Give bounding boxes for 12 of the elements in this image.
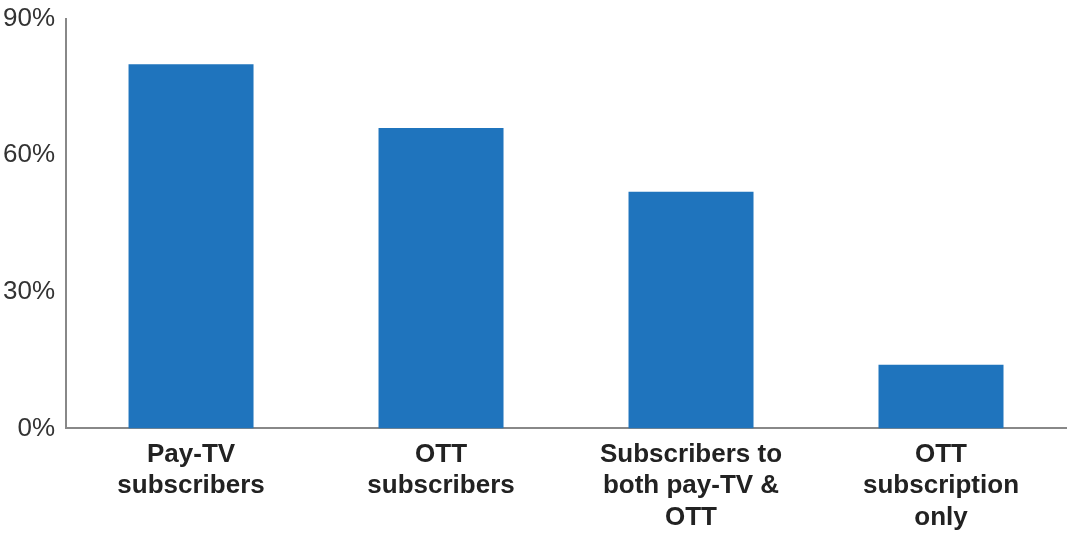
x-tick-label: OTT subscribers	[367, 438, 515, 500]
x-tick-label: Pay-TV subscribers	[117, 438, 265, 500]
y-tick-label: 90%	[2, 1, 56, 32]
bar	[628, 191, 754, 429]
bar	[128, 64, 254, 429]
y-tick-label: 30%	[2, 274, 56, 305]
bar	[878, 364, 1004, 429]
y-tick-label: 0%	[17, 411, 56, 442]
x-tick-label: OTT subscription only	[863, 438, 1020, 531]
bar	[378, 127, 504, 429]
x-tick-label: Subscribers to both pay-TV & OTT	[599, 438, 783, 531]
y-tick-label: 60%	[2, 138, 56, 169]
